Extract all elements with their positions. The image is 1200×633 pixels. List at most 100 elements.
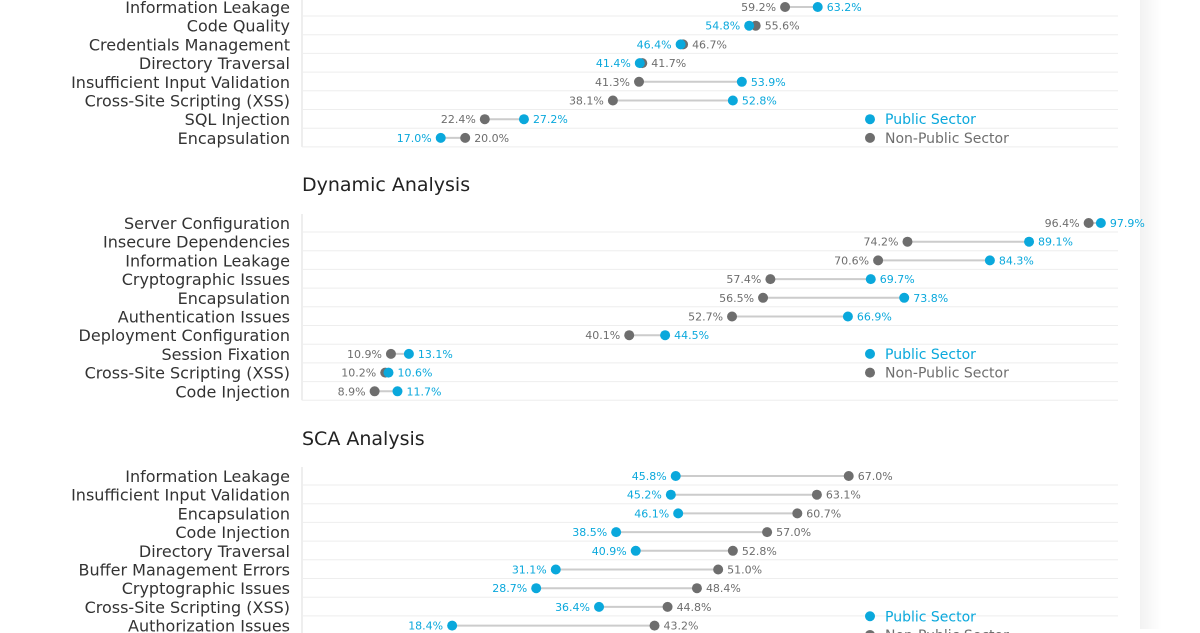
legend-label: Public Sector bbox=[885, 112, 976, 128]
dumbbell-chart-1: Information Leakage 59.2% 63.2% Code Qualit… bbox=[71, 0, 1118, 148]
non-public-sector-dot bbox=[762, 527, 773, 538]
non-public-value-label: 43.2% bbox=[664, 620, 699, 633]
non-public-value-label: 57.4% bbox=[726, 273, 761, 286]
dumbbell-chart-sca: Information Leakage 45.8% 67.0% Insufficien… bbox=[71, 467, 1118, 633]
legend-non-public-sector: Non-Public Sector bbox=[865, 131, 1009, 147]
non-public-sector-dot bbox=[765, 274, 776, 285]
non-public-sector-dot bbox=[634, 76, 645, 87]
non-public-value-label: 20.0% bbox=[474, 132, 509, 145]
non-public-value-label: 8.9% bbox=[338, 385, 366, 398]
public-sector-dot bbox=[518, 114, 529, 125]
category-label: Code Quality bbox=[187, 17, 290, 36]
chart-row: Code Injection 38.5% 57.0% bbox=[175, 523, 1118, 542]
category-label: Cryptographic Issues bbox=[122, 579, 290, 598]
non-public-sector-dot bbox=[1083, 218, 1094, 228]
chart-row: Session Fixation 10.9% 13.1% bbox=[161, 345, 1118, 364]
public-value-label: 27.2% bbox=[533, 113, 568, 126]
public-sector-dot bbox=[611, 527, 622, 538]
category-label: Encapsulation bbox=[178, 129, 290, 148]
dynamic-analysis-title: Dynamic Analysis bbox=[302, 174, 471, 196]
legend-dot bbox=[865, 114, 875, 125]
category-label: Information Leakage bbox=[125, 251, 290, 270]
category-label: Server Configuration bbox=[124, 214, 290, 233]
chart-row: Information Leakage 70.6% 84.3% bbox=[125, 251, 1118, 270]
chart-row: Buffer Management Errors 31.1% 51.0% bbox=[79, 561, 1118, 580]
public-value-label: 40.9% bbox=[592, 545, 627, 558]
public-value-label: 31.1% bbox=[512, 564, 547, 577]
public-value-label: 63.2% bbox=[827, 1, 862, 14]
legend-public-sector: Public Sector bbox=[865, 347, 976, 363]
chart-row: Information Leakage 59.2% 63.2% bbox=[125, 0, 1118, 17]
non-public-sector-dot bbox=[479, 114, 490, 125]
non-public-sector-dot bbox=[811, 489, 822, 500]
chart-row: Directory Traversal 40.9% 52.8% bbox=[139, 542, 1118, 561]
public-sector-dot bbox=[899, 292, 910, 303]
sca-analysis-title: SCA Analysis bbox=[302, 428, 425, 450]
category-label: Cross-Site Scripting (XSS) bbox=[85, 598, 290, 617]
public-sector-dot bbox=[675, 39, 686, 50]
public-value-label: 45.2% bbox=[627, 489, 662, 502]
public-value-label: 41.4% bbox=[596, 57, 631, 70]
public-sector-dot bbox=[673, 508, 684, 519]
non-public-value-label: 57.0% bbox=[776, 526, 811, 539]
category-label: Cryptographic Issues bbox=[122, 270, 290, 289]
chart-row: Code Injection 8.9% 11.7% bbox=[175, 382, 1118, 401]
category-label: Cross-Site Scripting (XSS) bbox=[85, 92, 290, 111]
legend-label: Non-Public Sector bbox=[885, 366, 1009, 382]
public-sector-dot bbox=[670, 471, 681, 481]
chart-row: Cross-Site Scripting (XSS) 38.1% 52.8% bbox=[85, 92, 1118, 111]
non-public-value-label: 56.5% bbox=[719, 292, 754, 305]
non-public-value-label: 44.8% bbox=[677, 601, 712, 614]
legend-dot bbox=[865, 611, 875, 622]
public-sector-dot bbox=[392, 386, 403, 397]
chart-row: Cryptographic Issues 28.7% 48.4% bbox=[122, 579, 1118, 598]
public-value-label: 17.0% bbox=[397, 132, 432, 145]
category-label: Code Injection bbox=[175, 382, 290, 401]
card-shadow bbox=[1140, 0, 1162, 629]
non-public-value-label: 38.1% bbox=[569, 95, 604, 108]
public-value-label: 97.9% bbox=[1110, 217, 1145, 230]
category-label: SQL Injection bbox=[185, 110, 290, 129]
non-public-sector-dot bbox=[691, 583, 702, 594]
chart-row: Encapsulation 17.0% 20.0% bbox=[178, 129, 1118, 148]
non-public-value-label: 63.1% bbox=[826, 489, 861, 502]
public-value-label: 11.7% bbox=[406, 385, 441, 398]
non-public-sector-dot bbox=[662, 601, 673, 612]
public-value-label: 44.5% bbox=[674, 329, 709, 342]
non-public-value-label: 52.8% bbox=[742, 545, 777, 558]
public-value-label: 84.3% bbox=[999, 254, 1034, 267]
non-public-value-label: 10.2% bbox=[341, 367, 376, 380]
public-value-label: 36.4% bbox=[555, 601, 590, 614]
public-value-label: 13.1% bbox=[418, 348, 453, 361]
non-public-sector-dot bbox=[902, 236, 913, 247]
public-sector-dot bbox=[1095, 218, 1106, 228]
public-value-label: 52.8% bbox=[742, 95, 777, 108]
non-public-value-label: 59.2% bbox=[741, 1, 776, 14]
category-label: Directory Traversal bbox=[139, 54, 290, 73]
non-public-sector-dot bbox=[649, 620, 660, 631]
non-public-value-label: 41.3% bbox=[595, 76, 630, 89]
non-public-sector-dot bbox=[873, 255, 884, 266]
public-sector-dot bbox=[660, 330, 671, 341]
chart-row: Code Quality 54.8% 55.6% bbox=[187, 17, 1118, 36]
public-value-label: 73.8% bbox=[913, 292, 948, 305]
category-label: Encapsulation bbox=[178, 504, 290, 523]
category-label: Authentication Issues bbox=[118, 308, 290, 327]
public-sector-dot bbox=[630, 545, 641, 556]
non-public-sector-dot bbox=[727, 545, 738, 556]
non-public-sector-dot bbox=[792, 508, 803, 519]
non-public-value-label: 48.4% bbox=[706, 582, 741, 595]
chart-row: Deployment Configuration 40.1% 44.5% bbox=[79, 326, 1118, 345]
non-public-value-label: 46.7% bbox=[692, 38, 727, 51]
public-value-label: 66.9% bbox=[857, 311, 892, 324]
public-sector-dot bbox=[744, 20, 755, 31]
public-value-label: 54.8% bbox=[705, 20, 740, 33]
chart-row: Insufficient Input Validation 41.3% 53.9% bbox=[71, 73, 1118, 92]
chart-row: Server Configuration 96.4% 97.9% bbox=[124, 214, 1145, 233]
public-sector-dot bbox=[736, 76, 747, 87]
category-label: Authorization Issues bbox=[128, 617, 290, 633]
public-sector-dot bbox=[842, 311, 853, 322]
chart-row: Insecure Dependencies 74.2% 89.1% bbox=[103, 233, 1118, 252]
non-public-value-label: 40.1% bbox=[585, 329, 620, 342]
category-label: Deployment Configuration bbox=[79, 326, 290, 345]
